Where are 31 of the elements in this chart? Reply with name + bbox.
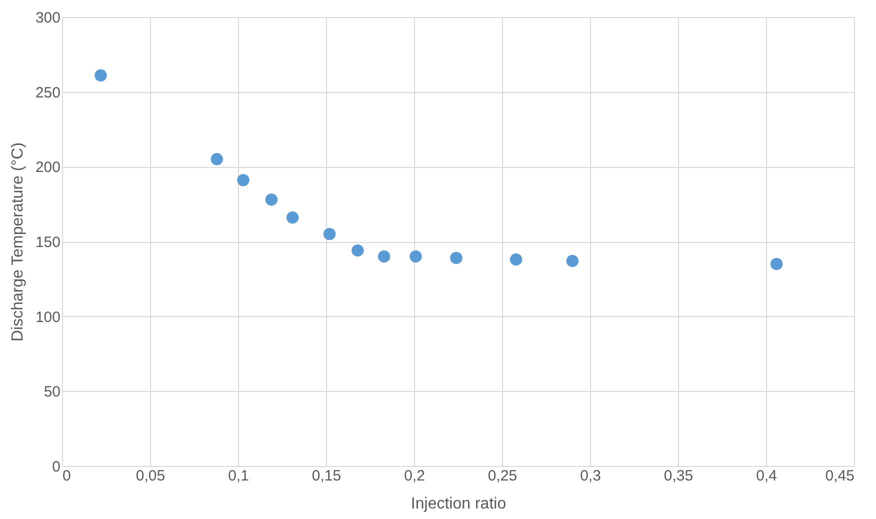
x-tick-label: 0,15 (312, 468, 342, 484)
x-axis-title: Injection ratio (410, 496, 506, 512)
y-tick-label: 150 (35, 234, 60, 251)
point (237, 174, 250, 186)
x-tick-label: 0 (62, 468, 71, 484)
x-tick-label: 0,2 (404, 468, 425, 484)
point (323, 228, 336, 240)
x-tick-label: 0,05 (136, 468, 166, 484)
y-axis-title: Discharge Temperature (°C) (9, 142, 26, 342)
point (510, 253, 522, 266)
x-tick-label: 0,1 (228, 468, 249, 484)
point (210, 153, 224, 166)
y-tick-label: 300 (35, 10, 60, 26)
x-tick-label: 0,4 (756, 468, 777, 484)
point (378, 250, 390, 263)
x-tick-label: 0,3 (580, 468, 601, 484)
x-tick-label: 0,25 (488, 468, 518, 484)
point (410, 250, 422, 263)
y-tick-label: 50 (44, 384, 60, 401)
point (94, 69, 107, 82)
point (265, 193, 278, 206)
point (566, 254, 579, 268)
point (352, 244, 364, 257)
point (286, 211, 299, 224)
point (450, 252, 462, 264)
point (770, 258, 783, 270)
x-tick-label: 0,35 (664, 468, 694, 484)
y-tick-label: 100 (35, 308, 60, 326)
y-tick-label: 200 (35, 159, 60, 176)
y-tick-label: 250 (35, 84, 60, 102)
x-tick-label: 0,45 (825, 468, 854, 484)
